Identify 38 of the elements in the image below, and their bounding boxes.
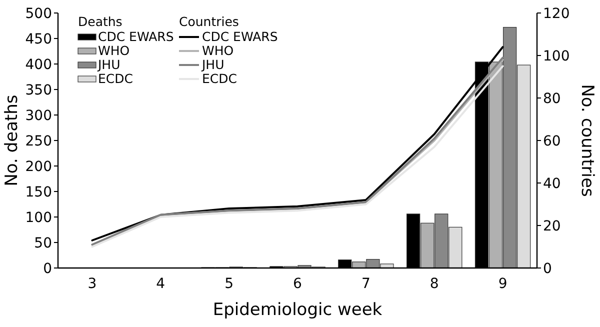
y2-tick-label: 60 [543, 133, 561, 150]
y-tick-label: 200 [25, 158, 52, 175]
legend-title: Deaths [78, 14, 122, 29]
y-tick-label: 350 [25, 82, 52, 98]
y2-tick-label: 20 [543, 218, 561, 234]
x-tick-label: 4 [156, 276, 166, 292]
legend-label: JHU [97, 57, 120, 72]
legend-label: WHO [202, 43, 234, 58]
legend-label: WHO [98, 43, 130, 58]
x-tick-label: 3 [88, 276, 97, 292]
x-tick-label: 8 [430, 276, 439, 292]
y2-tick-label: 80 [543, 90, 561, 107]
y-tick-label: 300 [25, 108, 52, 124]
x-tick-label: 5 [224, 276, 234, 292]
y-tick-label: 150 [25, 184, 52, 200]
y2-axis-title: No. countries [577, 84, 597, 197]
x-tick-label: 6 [293, 276, 302, 292]
y-tick-label: 250 [25, 133, 52, 150]
y2-tick-label: 40 [543, 176, 561, 192]
x-tick-label: 7 [361, 276, 370, 292]
y2-tick-label: 0 [543, 260, 552, 277]
x-tick-label: 9 [498, 276, 508, 292]
y-tick-label: 500 [25, 6, 52, 22]
y-axis-title: No. deaths [2, 94, 22, 186]
y-tick-label: 450 [25, 31, 52, 48]
y-tick-label: 0 [43, 260, 52, 277]
y-tick-label: 100 [25, 210, 52, 226]
legend-label: ECDC [98, 71, 134, 86]
y-tick-label: 50 [34, 235, 52, 252]
annotation: Countries [179, 14, 239, 29]
legend-label: CDC EWARS [202, 29, 278, 44]
y2-tick-label: 100 [543, 48, 570, 64]
legend-label: CDC EWARS [98, 29, 174, 44]
x-axis-title: Epidemiologic week [212, 300, 382, 320]
legend-label: JHU [201, 57, 224, 72]
legend-label: ECDC [202, 71, 238, 86]
y-tick-label: 400 [25, 56, 52, 73]
y2-tick-label: 120 [543, 6, 570, 22]
